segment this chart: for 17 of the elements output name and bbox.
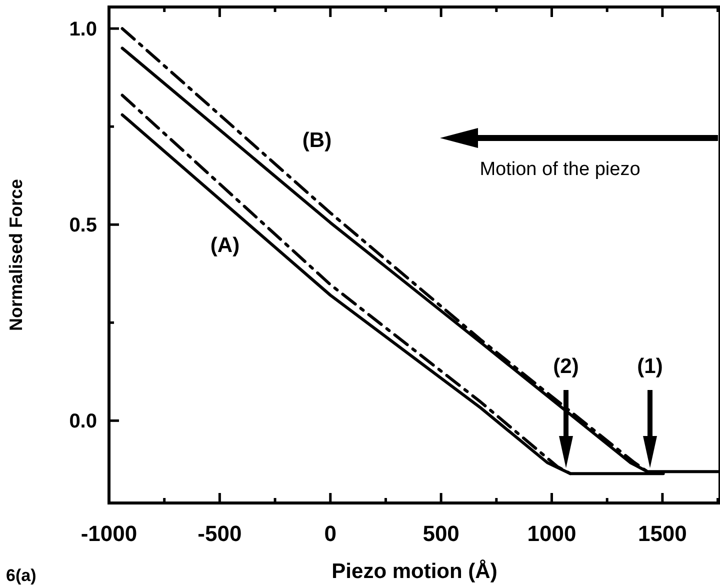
- y-tick-label: 1.0: [69, 18, 97, 41]
- y-axis-title: Normalised Force: [6, 178, 26, 332]
- x-axis-title: Piezo motion (Å): [332, 559, 498, 583]
- text: 6(a): [6, 566, 36, 585]
- x-tick-label: 0: [324, 521, 336, 546]
- annotation: (B): [302, 129, 332, 152]
- x-tick-label: 1500: [638, 521, 687, 546]
- y-tick-label: 0.5: [69, 214, 97, 237]
- x-tick-label: 500: [422, 521, 460, 546]
- annotation: (1): [637, 355, 663, 378]
- annotation: Motion of the piezo: [480, 159, 640, 180]
- x-tick-label: -500: [198, 521, 242, 546]
- x-tick-label: 1000: [527, 521, 576, 546]
- annotation: (2): [553, 355, 579, 378]
- y-tick-label: 0.0: [69, 410, 97, 433]
- x-tick-label: -1000: [80, 521, 138, 546]
- annotation: (A): [210, 234, 240, 257]
